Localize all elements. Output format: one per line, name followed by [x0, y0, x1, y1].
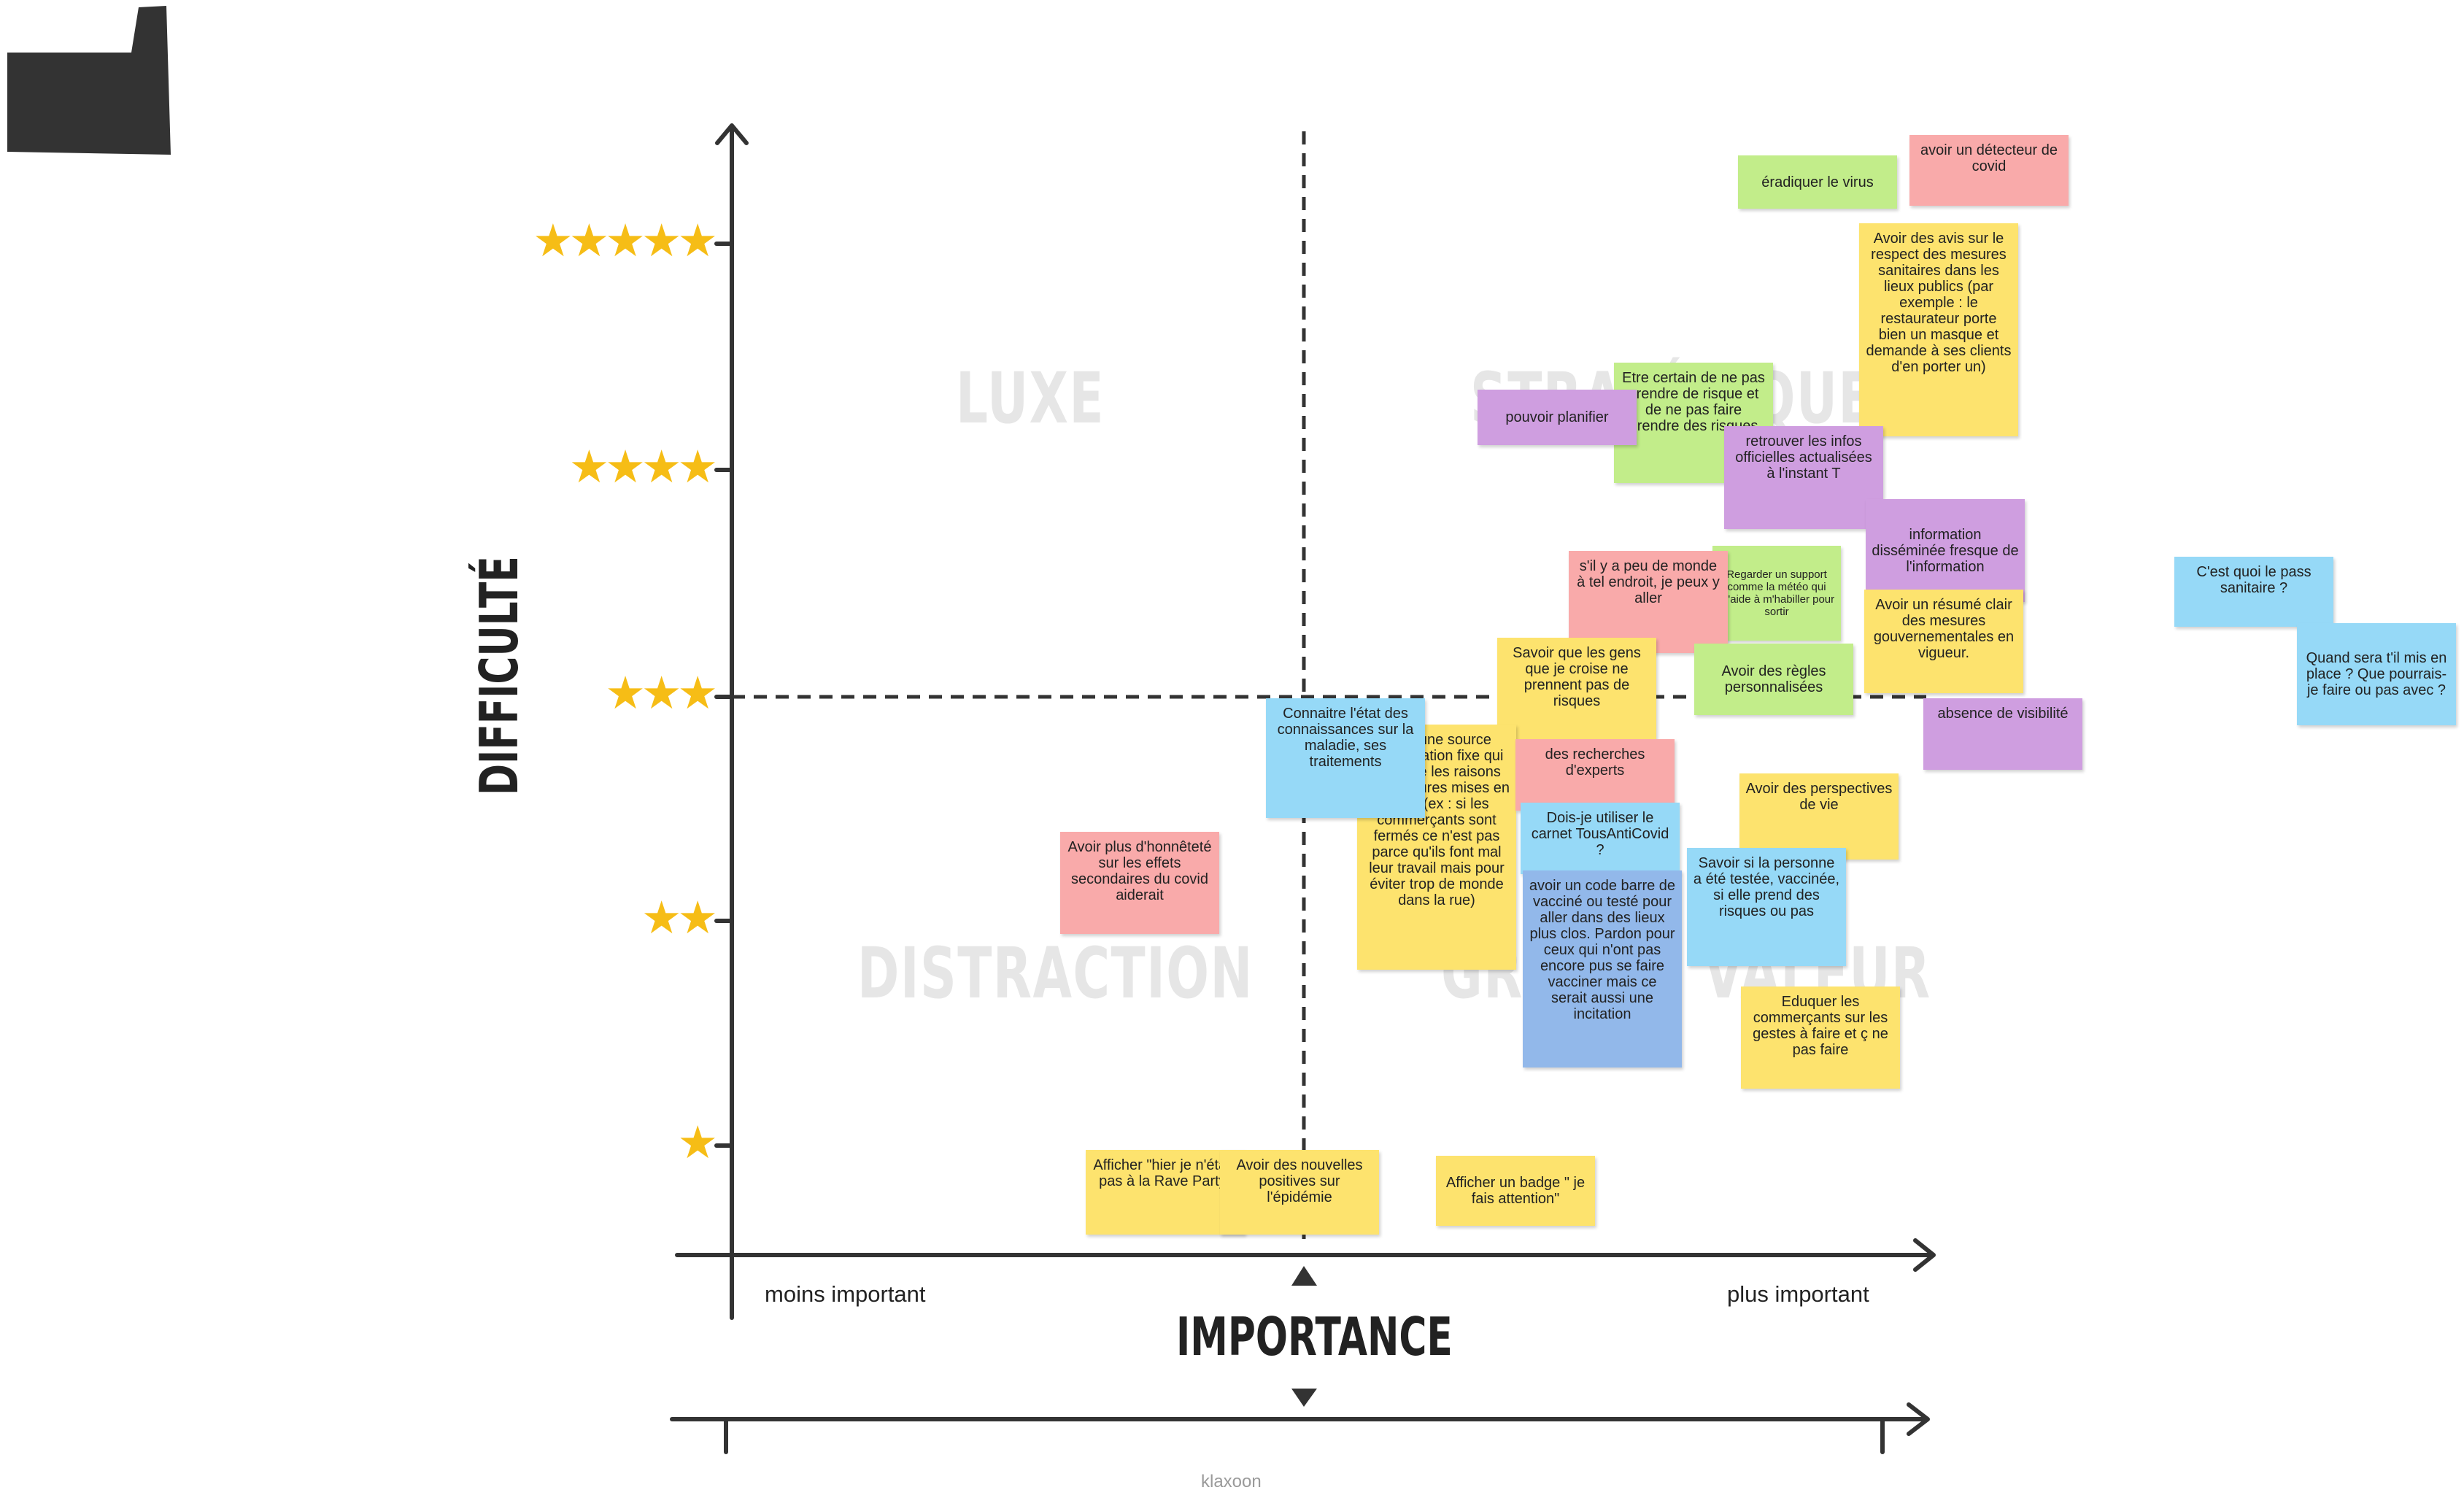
sticky-note[interactable]: s'il y a peu de monde à tel endroit, je …: [1569, 551, 1728, 653]
sticky-note[interactable]: avoir un détecteur de covid: [1909, 135, 2069, 206]
sticky-note[interactable]: absence de visibilité: [1923, 698, 2082, 770]
sticky-note[interactable]: Avoir des nouvelles positives sur l'épid…: [1220, 1150, 1379, 1235]
y-axis-title: DIFFICULTÉ: [468, 556, 530, 795]
sticky-note[interactable]: Savoir que les gens que je croise ne pre…: [1497, 638, 1656, 744]
sticky-note[interactable]: Eduquer les commerçants sur les gestes à…: [1741, 987, 1900, 1089]
sticky-note[interactable]: retrouver les infos officielles actualis…: [1724, 426, 1883, 529]
x-min-label: moins important: [765, 1281, 926, 1307]
star-level-2: ★★: [641, 893, 718, 943]
sticky-note[interactable]: Afficher un badge " je fais attention": [1436, 1156, 1595, 1226]
star-level-1: ★: [677, 1118, 718, 1168]
x-max-label: plus important: [1727, 1281, 1869, 1307]
sticky-note[interactable]: éradiquer le virus: [1738, 155, 1897, 209]
sticky-note[interactable]: Avoir plus d'honnêteté sur les effets se…: [1060, 832, 1219, 934]
sticky-note[interactable]: Regarder un support comme la météo qui m…: [1712, 546, 1841, 641]
corner-tab-shape: [7, 6, 171, 155]
sticky-note[interactable]: Etre certain de ne pas prendre de risque…: [1614, 363, 1773, 483]
star-level-5: ★★★★★: [533, 216, 718, 266]
sticky-note[interactable]: des recherches d'experts: [1515, 739, 1675, 811]
sticky-note[interactable]: Avoir des perspectives de vie: [1739, 773, 1899, 860]
quadrant-label-distraction: DISTRACTION: [857, 933, 1254, 1014]
sticky-note[interactable]: Savoir si la personne a été testée, vacc…: [1687, 848, 1846, 966]
quadrant-label-luxe: LUXE: [956, 358, 1105, 439]
x-axis-title: IMPORTANCE: [1176, 1306, 1453, 1367]
sticky-note[interactable]: information disséminée fresque de l'info…: [1866, 499, 2025, 602]
sticky-note[interactable]: Dois-je utiliser le carnet TousAntiCovid…: [1521, 803, 1680, 874]
sticky-note[interactable]: Avoir un résumé clair des mesures gouver…: [1864, 590, 2023, 693]
sticky-note[interactable]: avoir un code barre de vacciné ou testé …: [1523, 870, 1682, 1067]
star-level-4: ★★★★: [568, 442, 718, 493]
sticky-note[interactable]: pouvoir planifier: [1478, 390, 1637, 445]
sticky-note[interactable]: Connaitre l'état des connaissances sur l…: [1266, 698, 1425, 818]
sticky-note[interactable]: Afficher "hier je n'étais pas à la Rave …: [1086, 1150, 1245, 1235]
sticky-note[interactable]: Quand sera t'il mis en place ? Que pourr…: [2297, 623, 2456, 725]
sticky-note[interactable]: Avoir des règles personnalisées: [1694, 644, 1853, 715]
sticky-note[interactable]: C'est quoi le pass sanitaire ?: [2174, 557, 2333, 627]
sticky-note[interactable]: Avoir des avis sur le respect des mesure…: [1859, 223, 2018, 436]
star-level-3: ★★★: [605, 668, 718, 719]
klaxoon-logo: klaxoon: [1201, 1472, 1262, 1491]
